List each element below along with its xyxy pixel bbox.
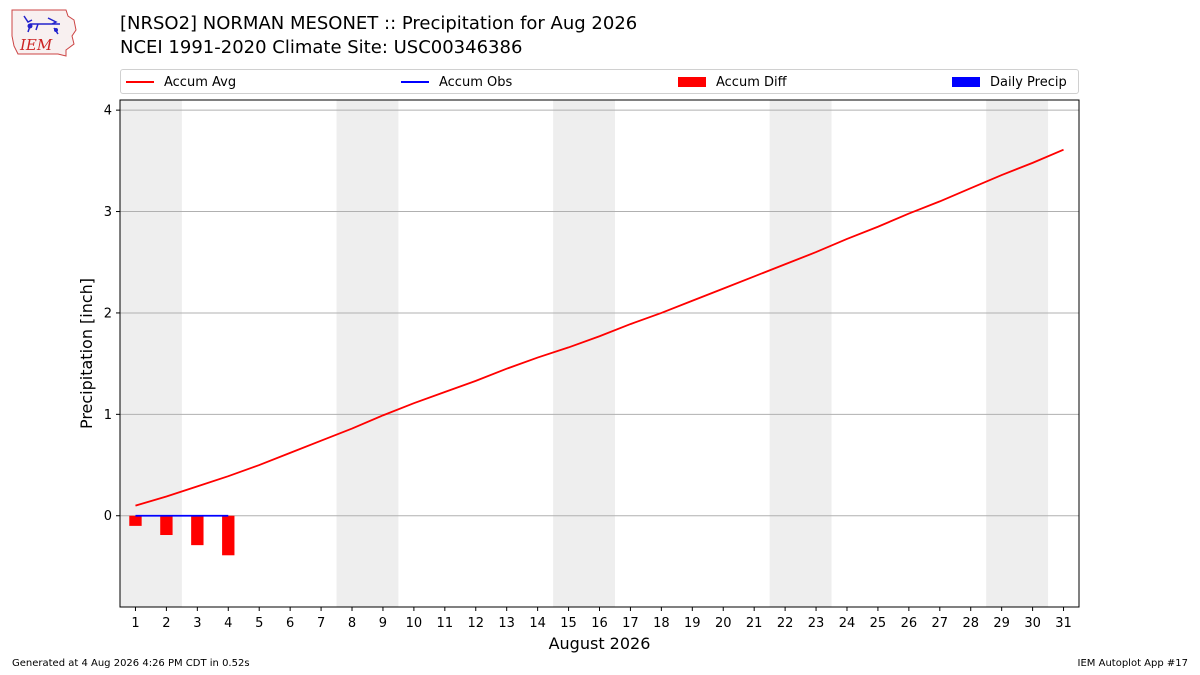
legend-swatch: [952, 77, 980, 87]
weekend-band: [336, 100, 399, 607]
y-tick-label: 3: [104, 205, 112, 220]
bars: [129, 515, 235, 556]
x-tick-label: 6: [286, 616, 294, 631]
chart-title: [NRSO2] NORMAN MESONET :: Precipitation …: [120, 12, 637, 60]
footer-generated: Generated at 4 Aug 2026 4:26 PM CDT in 0…: [12, 658, 250, 669]
x-axis-label: August 2026: [549, 634, 651, 653]
weekend-band: [986, 100, 1049, 607]
legend-item-daily-precip: Daily Precip: [952, 74, 1067, 90]
legend-label: Daily Precip: [990, 74, 1067, 90]
x-tick-label: 10: [406, 616, 423, 631]
x-tick-label: 30: [1024, 616, 1041, 631]
x-tick-label: 31: [1055, 616, 1072, 631]
y-tick-label: 1: [104, 408, 112, 423]
legend: Accum Avg Accum Obs Accum Diff Daily Pre…: [120, 69, 1079, 94]
footer-app: IEM Autoplot App #17: [1077, 658, 1188, 669]
iem-logo: IEM: [8, 6, 80, 58]
x-tick-label: 3: [193, 616, 201, 631]
gridlines: [120, 109, 1079, 517]
x-tick-label: 13: [498, 616, 515, 631]
legend-label: Accum Obs: [439, 74, 513, 90]
logo-text: IEM: [19, 36, 53, 54]
x-tick-label: 25: [870, 616, 887, 631]
weekend-band: [769, 100, 832, 607]
accum-diff-bar: [222, 515, 235, 556]
weekend-band: [553, 100, 615, 607]
x-tick-label: 2: [162, 616, 170, 631]
x-tick-label: 1: [131, 616, 139, 631]
title-line-1: [NRSO2] NORMAN MESONET :: Precipitation …: [120, 13, 638, 34]
legend-swatch: [678, 77, 706, 87]
x-tick-label: 5: [255, 616, 263, 631]
accum-diff-bar: [129, 515, 142, 526]
x-tick-label: 23: [808, 616, 825, 631]
x-tick-label: 27: [932, 616, 949, 631]
x-tick-label: 18: [653, 616, 670, 631]
x-tick-label: 15: [560, 616, 577, 631]
x-tick-label: 14: [529, 616, 546, 631]
x-tick-label: 9: [379, 616, 387, 631]
x-tick-label: 19: [684, 616, 701, 631]
weekend-shading: [120, 100, 1049, 607]
x-tick-label: 29: [993, 616, 1010, 631]
legend-label: Accum Avg: [164, 74, 237, 90]
x-tick-label: 4: [224, 616, 232, 631]
x-tick-label: 12: [467, 616, 484, 631]
x-tick-label: 11: [437, 616, 454, 631]
y-tick-label: 2: [104, 306, 112, 321]
y-axis-label: Precipitation [inch]: [77, 278, 96, 429]
legend-label: Accum Diff: [716, 74, 787, 90]
x-tick-label: 28: [962, 616, 979, 631]
x-tick-label: 7: [317, 616, 325, 631]
lines: [135, 148, 1064, 517]
x-tick-label: 26: [901, 616, 918, 631]
title-line-2: NCEI 1991-2020 Climate Site: USC00346386: [120, 37, 523, 58]
y-tick-label: 0: [104, 509, 112, 524]
x-tick-label: 20: [715, 616, 732, 631]
x-tick-label: 16: [591, 616, 608, 631]
weekend-band: [120, 100, 182, 607]
accum-diff-bar: [191, 515, 204, 546]
legend-swatch: [126, 81, 154, 83]
x-tick-label: 21: [746, 616, 763, 631]
x-tick-label: 8: [348, 616, 356, 631]
x-tick-label: 24: [839, 616, 856, 631]
accum-avg-line: [135, 148, 1064, 507]
legend-item-accum-diff: Accum Diff: [678, 74, 787, 90]
legend-item-accum-obs: Accum Obs: [401, 74, 512, 90]
y-tick-label: 4: [104, 104, 112, 119]
accum-diff-bar: [160, 515, 173, 536]
legend-swatch: [401, 81, 429, 83]
x-tick-label: 22: [777, 616, 794, 631]
legend-item-accum-avg: Accum Avg: [126, 74, 236, 90]
x-tick-label: 17: [622, 616, 639, 631]
